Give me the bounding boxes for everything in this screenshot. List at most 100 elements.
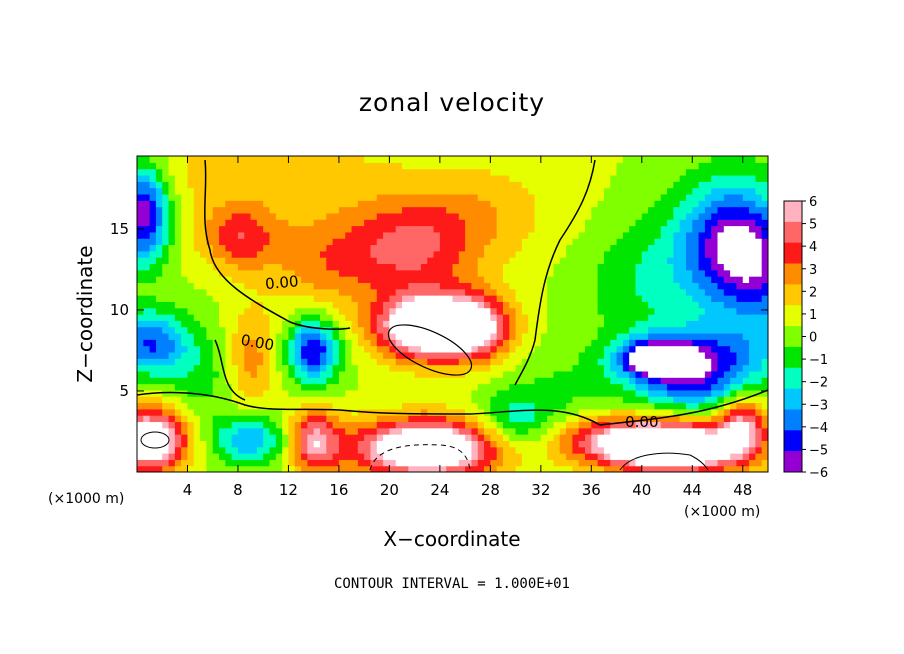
field-cell: [408, 345, 416, 353]
field-cell: [692, 446, 700, 454]
field-cell: [761, 282, 768, 290]
field-cell: [181, 301, 189, 309]
field-cell: [515, 370, 523, 378]
field-cell: [162, 370, 170, 378]
field-cell: [143, 162, 151, 170]
field-cell: [490, 465, 498, 472]
field-cell: [269, 396, 277, 404]
field-cell: [667, 358, 674, 366]
field-cell: [250, 364, 258, 372]
field-cell: [294, 200, 302, 208]
field-cell: [357, 440, 365, 448]
field-cell: [635, 370, 643, 378]
field-cell: [597, 193, 605, 201]
field-cell: [521, 434, 529, 441]
field-cell: [351, 358, 359, 366]
field-cell: [502, 370, 510, 378]
field-cell: [547, 383, 555, 391]
field-cell: [641, 465, 649, 472]
field-cell: [181, 446, 189, 454]
field-cell: [414, 276, 422, 283]
field-cell: [471, 383, 479, 391]
field-cell: [509, 181, 517, 189]
field-cell: [521, 383, 529, 391]
field-cell: [370, 434, 378, 441]
field-cell: [755, 231, 763, 239]
field-cell: [256, 427, 264, 435]
field-cell: [250, 168, 258, 176]
field-cell: [351, 301, 359, 309]
field-cell: [534, 370, 542, 378]
field-cell: [357, 187, 365, 195]
field-cell: [313, 263, 321, 271]
field-cell: [225, 345, 233, 353]
field-cell: [597, 415, 605, 423]
field-cell: [559, 389, 567, 397]
field-cell: [244, 162, 252, 170]
field-cell: [502, 383, 510, 391]
field-cell: [603, 415, 611, 423]
field-cell: [294, 231, 302, 239]
field-cell: [685, 345, 693, 353]
field-cell: [313, 257, 321, 265]
field-cell: [597, 427, 605, 435]
field-cell: [212, 282, 220, 290]
field-cell: [446, 212, 454, 220]
field-cell: [389, 219, 397, 227]
field-cell: [370, 383, 378, 391]
field-cell: [698, 244, 706, 252]
field-cell: [376, 231, 384, 239]
field-cell: [698, 257, 706, 265]
field-cell: [679, 440, 687, 448]
field-cell: [162, 257, 170, 265]
field-cell: [458, 276, 466, 283]
field-cell: [237, 181, 245, 189]
field-cell: [376, 332, 384, 340]
field-cell: [225, 187, 233, 195]
field-cell: [742, 238, 750, 246]
field-cell: [502, 320, 510, 328]
field-cell: [181, 174, 189, 182]
field-cell: [749, 206, 756, 214]
field-cell: [420, 263, 428, 271]
field-cell: [717, 434, 725, 441]
field-cell: [250, 231, 258, 239]
field-cell: [301, 377, 308, 385]
field-cell: [288, 351, 296, 359]
field-cell: [566, 364, 573, 372]
field-cell: [465, 339, 473, 347]
field-cell: [553, 402, 561, 410]
field-cell: [137, 282, 144, 290]
field-cell: [414, 358, 422, 366]
field-cell: [206, 162, 214, 170]
field-cell: [395, 446, 403, 454]
field-cell: [338, 408, 346, 416]
field-cell: [755, 326, 763, 334]
field-cell: [742, 200, 750, 208]
field-cell: [263, 301, 271, 309]
field-cell: [294, 440, 302, 448]
field-cell: [338, 459, 346, 467]
field-cell: [755, 453, 763, 460]
field-cell: [502, 459, 510, 467]
field-cell: [231, 427, 239, 435]
field-cell: [704, 174, 712, 182]
field-cell: [585, 459, 592, 467]
field-cell: [515, 465, 523, 472]
field-cell: [654, 332, 662, 340]
field-cell: [439, 383, 447, 391]
field-cell: [351, 434, 359, 441]
field-cell: [332, 351, 340, 359]
field-cell: [319, 181, 327, 189]
field-cell: [673, 358, 681, 366]
field-cell: [648, 193, 656, 201]
field-cell: [515, 282, 523, 290]
field-cell: [414, 231, 422, 239]
field-cell: [521, 358, 529, 366]
field-cell: [654, 326, 662, 334]
field-cell: [685, 238, 693, 246]
field-cell: [622, 225, 630, 233]
field-cell: [155, 238, 163, 246]
field-cell: [237, 193, 245, 201]
field-cell: [761, 434, 768, 441]
